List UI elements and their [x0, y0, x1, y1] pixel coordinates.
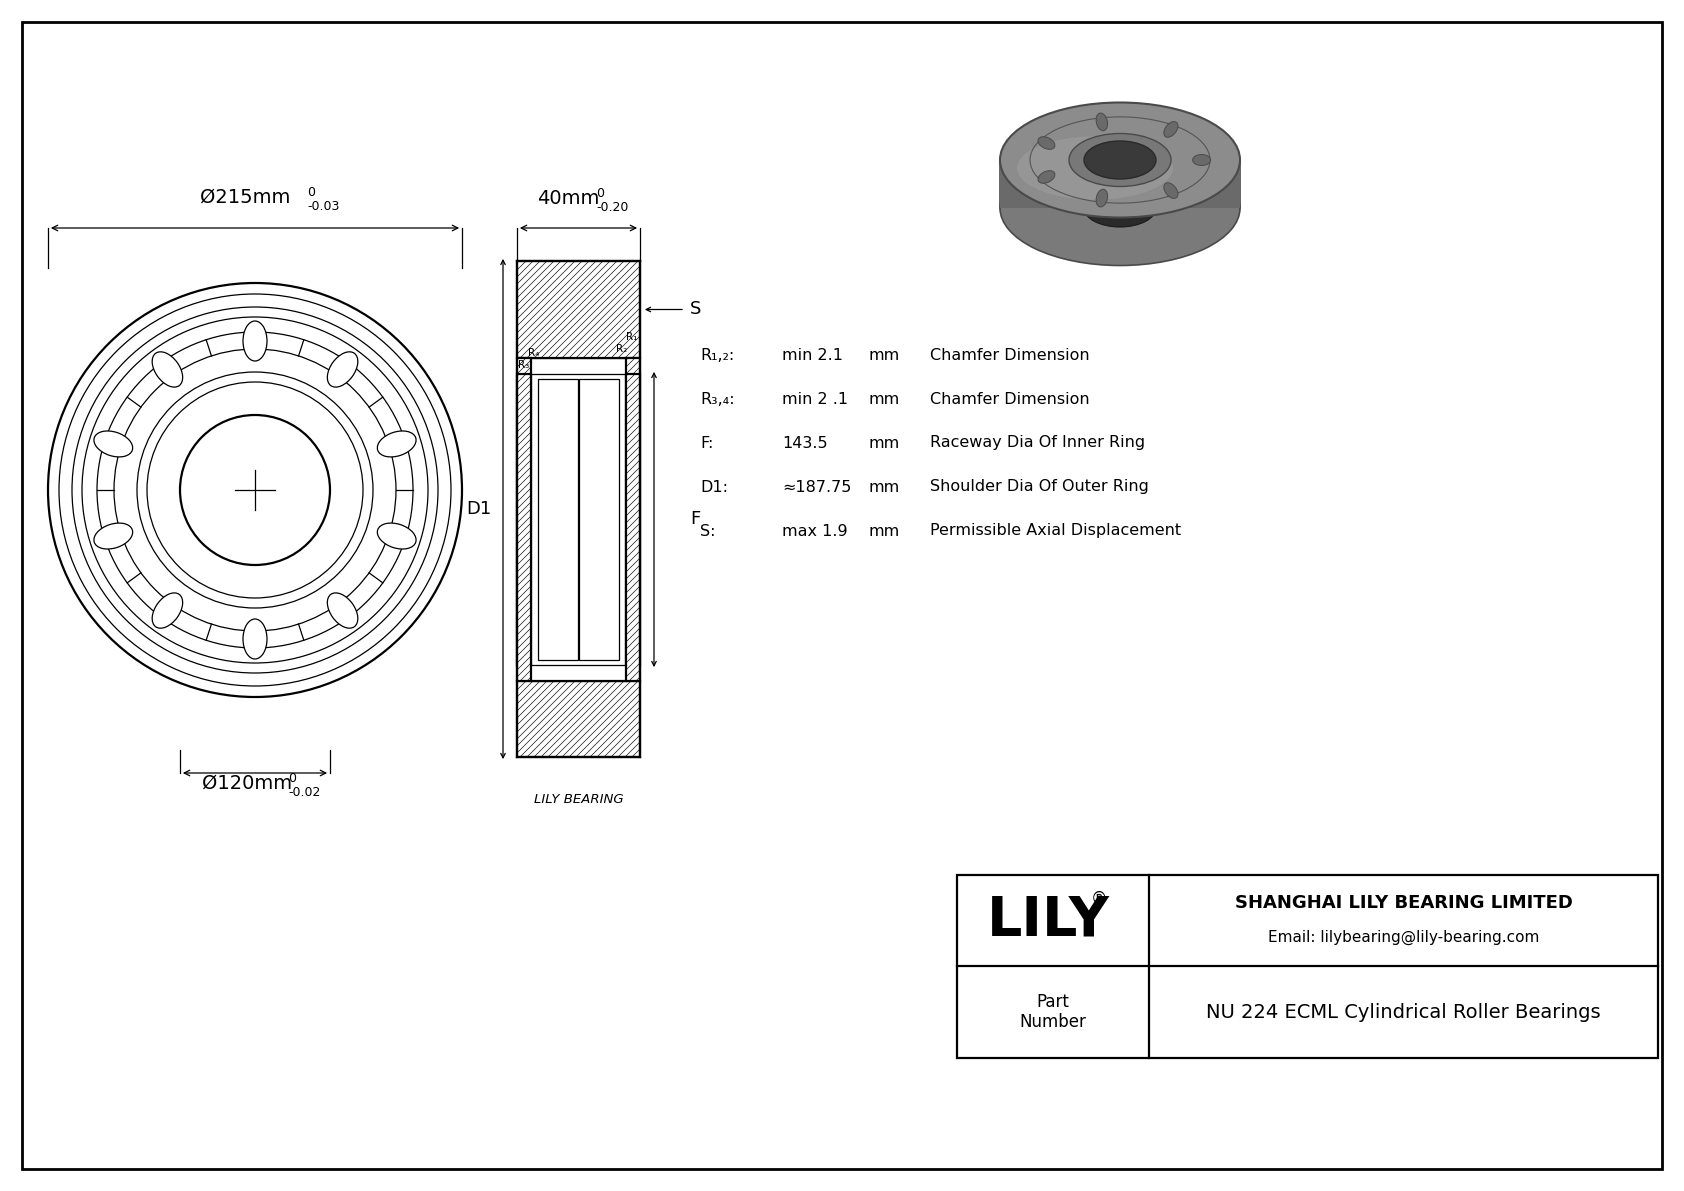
PathPatch shape	[1000, 160, 1239, 208]
Text: -0.20: -0.20	[596, 201, 628, 214]
Text: Raceway Dia Of Inner Ring: Raceway Dia Of Inner Ring	[930, 436, 1145, 450]
Text: LILY: LILY	[987, 893, 1110, 948]
Ellipse shape	[242, 619, 268, 659]
Ellipse shape	[1069, 133, 1170, 187]
Text: min 2 .1: min 2 .1	[781, 392, 849, 406]
Ellipse shape	[1084, 189, 1155, 227]
Text: mm: mm	[867, 348, 899, 362]
Polygon shape	[517, 358, 530, 665]
Ellipse shape	[1037, 137, 1054, 149]
Text: Permissible Axial Displacement: Permissible Axial Displacement	[930, 524, 1180, 538]
Text: -0.03: -0.03	[306, 200, 340, 213]
Ellipse shape	[242, 322, 268, 361]
Ellipse shape	[1017, 137, 1174, 200]
Ellipse shape	[152, 351, 182, 387]
Ellipse shape	[1000, 150, 1239, 266]
Ellipse shape	[1037, 170, 1054, 183]
Text: R₂: R₂	[616, 344, 626, 354]
Polygon shape	[517, 374, 530, 681]
Text: min 2.1: min 2.1	[781, 348, 844, 362]
Text: SHANGHAI LILY BEARING LIMITED: SHANGHAI LILY BEARING LIMITED	[1234, 894, 1573, 912]
Text: Ø120mm: Ø120mm	[202, 774, 291, 793]
Ellipse shape	[1192, 155, 1211, 166]
Polygon shape	[517, 261, 640, 358]
Text: Part
Number: Part Number	[1019, 992, 1086, 1031]
Text: R₃: R₃	[519, 360, 529, 370]
Text: 0: 0	[596, 187, 605, 200]
Text: D1: D1	[466, 500, 492, 518]
Text: max 1.9: max 1.9	[781, 524, 847, 538]
Text: 40mm: 40mm	[537, 189, 600, 208]
Polygon shape	[537, 379, 578, 660]
Text: ®: ®	[1091, 890, 1108, 908]
Ellipse shape	[152, 593, 182, 628]
Text: Chamfer Dimension: Chamfer Dimension	[930, 348, 1090, 362]
Text: R₃,₄:: R₃,₄:	[701, 392, 734, 406]
Ellipse shape	[94, 523, 133, 549]
Text: R₁,₂:: R₁,₂:	[701, 348, 734, 362]
Text: R₁: R₁	[626, 332, 637, 342]
Text: Chamfer Dimension: Chamfer Dimension	[930, 392, 1090, 406]
Text: LILY BEARING: LILY BEARING	[534, 793, 623, 806]
Text: R₄: R₄	[529, 348, 539, 358]
Ellipse shape	[1164, 121, 1177, 137]
Text: mm: mm	[867, 480, 899, 494]
Polygon shape	[626, 358, 640, 665]
Text: Email: lilybearing@lily-bearing.com: Email: lilybearing@lily-bearing.com	[1268, 930, 1539, 946]
Text: S: S	[690, 300, 701, 318]
Polygon shape	[579, 379, 620, 660]
Ellipse shape	[327, 351, 357, 387]
Text: mm: mm	[867, 392, 899, 406]
Text: 0: 0	[288, 772, 296, 785]
Ellipse shape	[1084, 141, 1155, 179]
Text: mm: mm	[867, 524, 899, 538]
Text: Ø215mm: Ø215mm	[200, 188, 290, 207]
Text: ≈187.75: ≈187.75	[781, 480, 852, 494]
Text: D1:: D1:	[701, 480, 727, 494]
Ellipse shape	[327, 593, 357, 628]
Ellipse shape	[1096, 113, 1108, 131]
Text: Shoulder Dia Of Outer Ring: Shoulder Dia Of Outer Ring	[930, 480, 1148, 494]
Text: 0: 0	[306, 186, 315, 199]
Polygon shape	[517, 681, 640, 757]
Text: NU 224 ECML Cylindrical Roller Bearings: NU 224 ECML Cylindrical Roller Bearings	[1206, 1003, 1601, 1022]
Ellipse shape	[94, 431, 133, 457]
Polygon shape	[626, 374, 640, 681]
Ellipse shape	[377, 431, 416, 457]
Text: F:: F:	[701, 436, 714, 450]
Ellipse shape	[1096, 189, 1108, 207]
Text: S:: S:	[701, 524, 716, 538]
Text: 143.5: 143.5	[781, 436, 827, 450]
Ellipse shape	[1000, 102, 1239, 218]
Text: F: F	[690, 511, 701, 529]
Ellipse shape	[1164, 182, 1177, 199]
Ellipse shape	[377, 523, 416, 549]
Text: mm: mm	[867, 436, 899, 450]
Text: -0.02: -0.02	[288, 786, 320, 799]
